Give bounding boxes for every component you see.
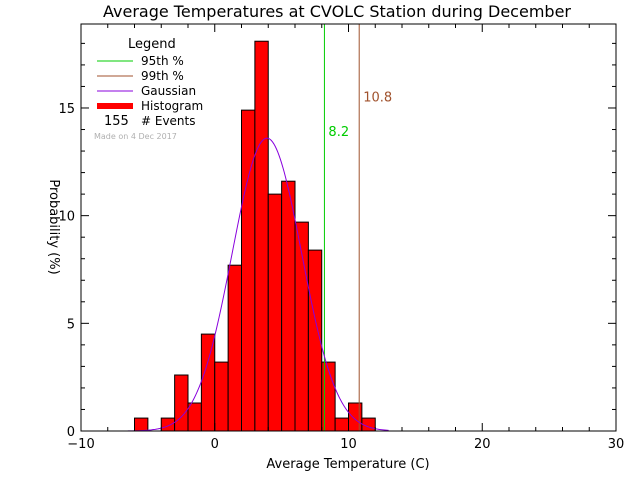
histogram-bar-5 — [200, 333, 216, 432]
histogram-bar-3 — [174, 374, 189, 432]
events-count: 155 — [104, 114, 129, 129]
histogram-bar-10 — [267, 193, 283, 432]
histogram-bar-9 — [254, 40, 269, 432]
legend-title: Legend — [128, 37, 176, 52]
histogram-bar-6 — [214, 361, 229, 432]
x-axis-label: Average Temperature (C) — [266, 457, 429, 472]
y-tick-label: 0 — [67, 425, 75, 440]
y-tick-label: 5 — [67, 317, 75, 332]
histogram-bar-7 — [227, 264, 242, 432]
made-on-note: Made on 4 Dec 2017 — [94, 132, 177, 141]
x-tick-label: −10 — [67, 437, 94, 452]
histogram-bar-2 — [160, 417, 176, 432]
legend-label-gaussian: Gaussian — [141, 84, 196, 98]
histogram-bar-15 — [334, 417, 349, 432]
histogram-bar-8 — [241, 109, 256, 432]
legend-label-p99: 99th % — [141, 69, 184, 83]
histogram-bar-0 — [134, 417, 149, 432]
percentile-label-p95: 8.2 — [328, 125, 349, 140]
legend: Legend 95th % 99th % Gaussian Histogram … — [94, 37, 203, 141]
histogram-bar-11 — [281, 180, 296, 432]
x-tick-label: 20 — [474, 437, 491, 452]
percentile-lines: 8.2 10.8 — [323, 24, 392, 431]
y-axis-label: Probability (%) — [46, 179, 61, 274]
chart-title: Average Temperatures at CVOLC Station du… — [103, 2, 571, 21]
x-tick-label: 10 — [340, 437, 357, 452]
gaussian-curve — [127, 137, 389, 432]
x-tick-label: 0 — [211, 437, 219, 452]
x-tick-label: 30 — [608, 437, 625, 452]
histogram-bar-14 — [321, 361, 336, 432]
y-tick-label: 10 — [58, 210, 75, 225]
percentile-label-p99: 10.8 — [363, 91, 392, 106]
legend-label-histogram: Histogram — [141, 99, 203, 113]
events-label: # Events — [141, 114, 196, 128]
legend-label-p95: 95th % — [141, 54, 184, 68]
y-tick-label: 15 — [58, 102, 75, 117]
histogram-bar-16 — [348, 402, 363, 432]
histogram-bar-4 — [187, 402, 202, 432]
